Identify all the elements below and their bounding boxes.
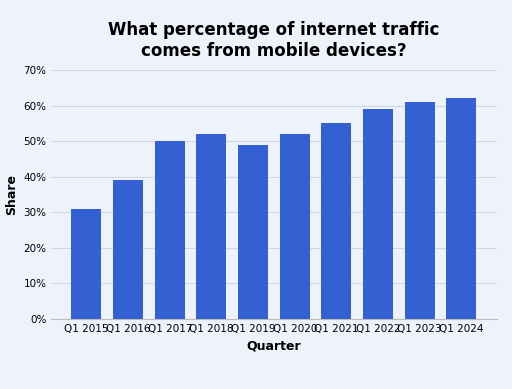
Bar [197, 134, 226, 319]
Bar [446, 98, 476, 319]
Bar [113, 180, 143, 319]
Bar [155, 141, 185, 319]
Bar [404, 102, 435, 319]
Title: What percentage of internet traffic
comes from mobile devices?: What percentage of internet traffic come… [108, 21, 440, 60]
Bar [280, 134, 310, 319]
Bar [322, 123, 351, 319]
Bar [72, 209, 101, 319]
X-axis label: Quarter: Quarter [247, 339, 301, 352]
Bar [238, 145, 268, 319]
Bar [363, 109, 393, 319]
Y-axis label: Share: Share [5, 174, 18, 215]
